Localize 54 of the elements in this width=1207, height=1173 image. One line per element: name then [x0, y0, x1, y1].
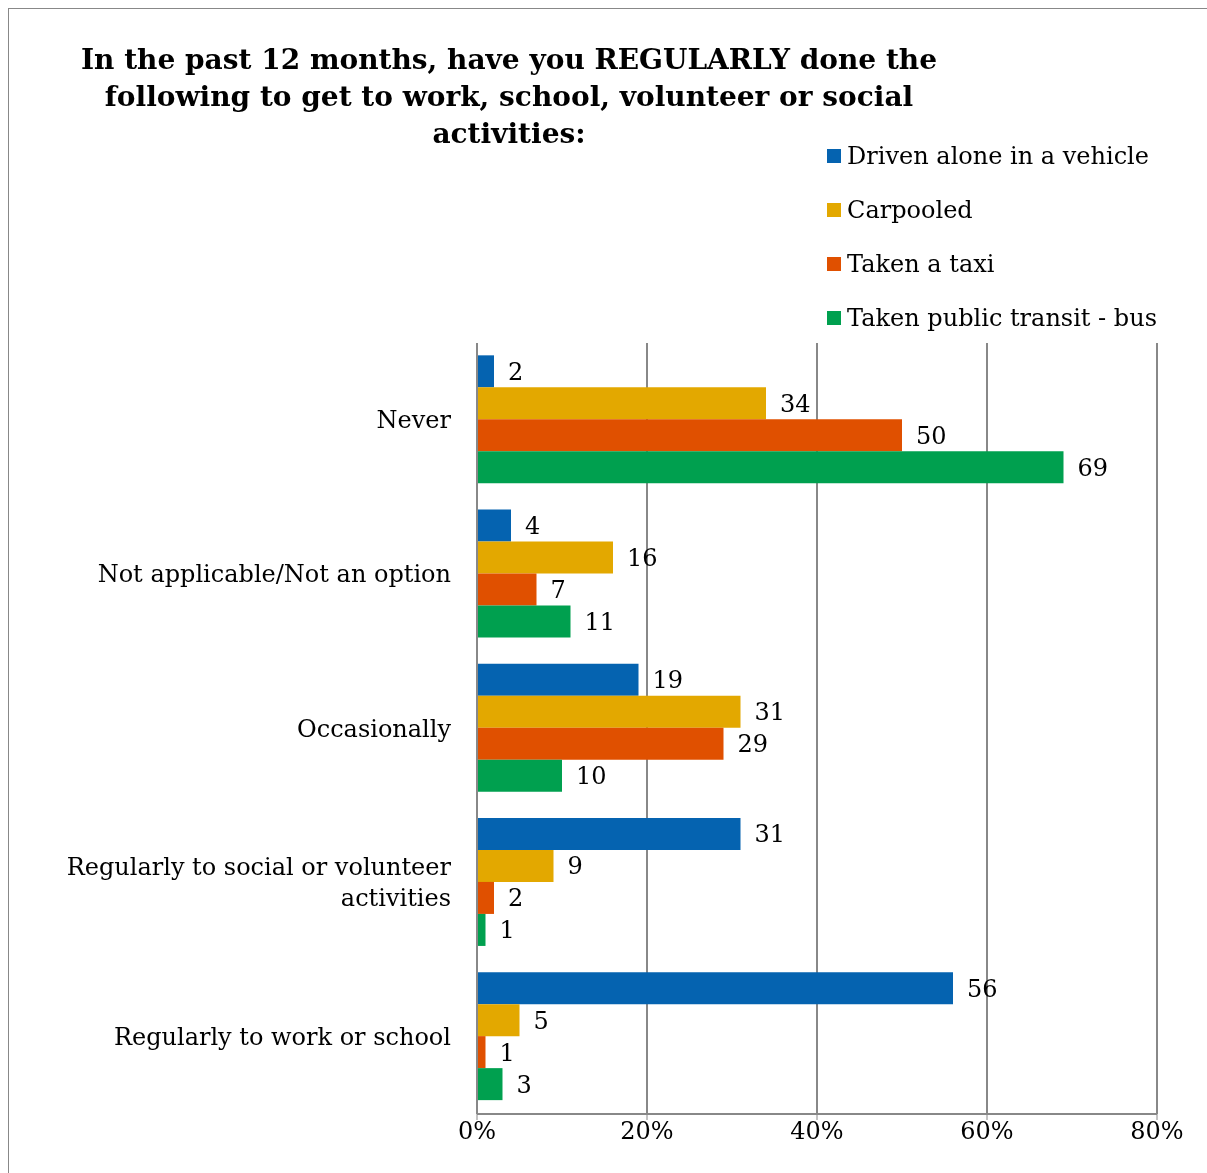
bar — [477, 509, 511, 542]
data-label: 10 — [576, 762, 607, 791]
data-label: 2 — [508, 884, 524, 913]
bar — [477, 663, 639, 696]
bar — [477, 759, 562, 792]
x-tick-label: 0% — [457, 1117, 497, 1146]
bar — [477, 451, 1064, 484]
bar — [477, 387, 766, 420]
bar — [477, 817, 741, 850]
data-label: 2 — [508, 357, 524, 386]
data-label: 19 — [652, 666, 684, 695]
legend-label: Driven alone in a vehicle — [847, 142, 1149, 170]
bar — [477, 727, 724, 760]
data-label: 31 — [754, 698, 786, 727]
bar — [477, 695, 741, 728]
bar — [477, 419, 902, 452]
data-label: 1 — [499, 1038, 515, 1067]
x-tick-label: 20% — [620, 1117, 674, 1146]
data-label: 69 — [1077, 453, 1109, 482]
data-label: 29 — [737, 730, 769, 759]
data-label: 3 — [516, 1070, 532, 1099]
data-label: 7 — [550, 576, 566, 605]
bar — [477, 541, 613, 574]
data-label: 11 — [584, 608, 616, 637]
data-label: 5 — [533, 1006, 549, 1035]
y-tick-label: Regularly to work or school — [113, 1022, 451, 1051]
y-tick-label: Never — [376, 406, 452, 435]
x-tick-label: 40% — [790, 1117, 844, 1146]
data-label: 9 — [567, 852, 583, 881]
data-label: 50 — [916, 421, 947, 450]
data-label: 31 — [754, 820, 786, 849]
bar — [477, 1004, 520, 1037]
data-label: 34 — [780, 389, 811, 418]
x-tick-label: 60% — [960, 1117, 1014, 1146]
data-label: 16 — [627, 544, 658, 573]
legend-label: Taken a taxi — [847, 250, 995, 278]
legend-label: Taken public transit - bus — [847, 304, 1157, 332]
y-tick-label: Not applicable/Not an option — [97, 560, 451, 589]
bar — [477, 972, 953, 1005]
data-label: 1 — [499, 916, 515, 945]
legend-label: Carpooled — [847, 196, 973, 224]
bar — [477, 355, 494, 388]
bar — [477, 881, 494, 914]
data-label: 56 — [967, 974, 998, 1003]
bar — [477, 1036, 486, 1069]
x-tick-label: 80% — [1130, 1117, 1184, 1146]
bar — [477, 573, 537, 606]
bar — [477, 605, 571, 638]
y-tick-label: Regularly to social or volunteer activities — [66, 853, 452, 913]
bar — [477, 849, 554, 882]
data-label: 4 — [525, 512, 541, 541]
bar — [477, 1068, 503, 1101]
bar — [477, 913, 486, 946]
y-tick-label: Occasionally — [297, 714, 452, 743]
